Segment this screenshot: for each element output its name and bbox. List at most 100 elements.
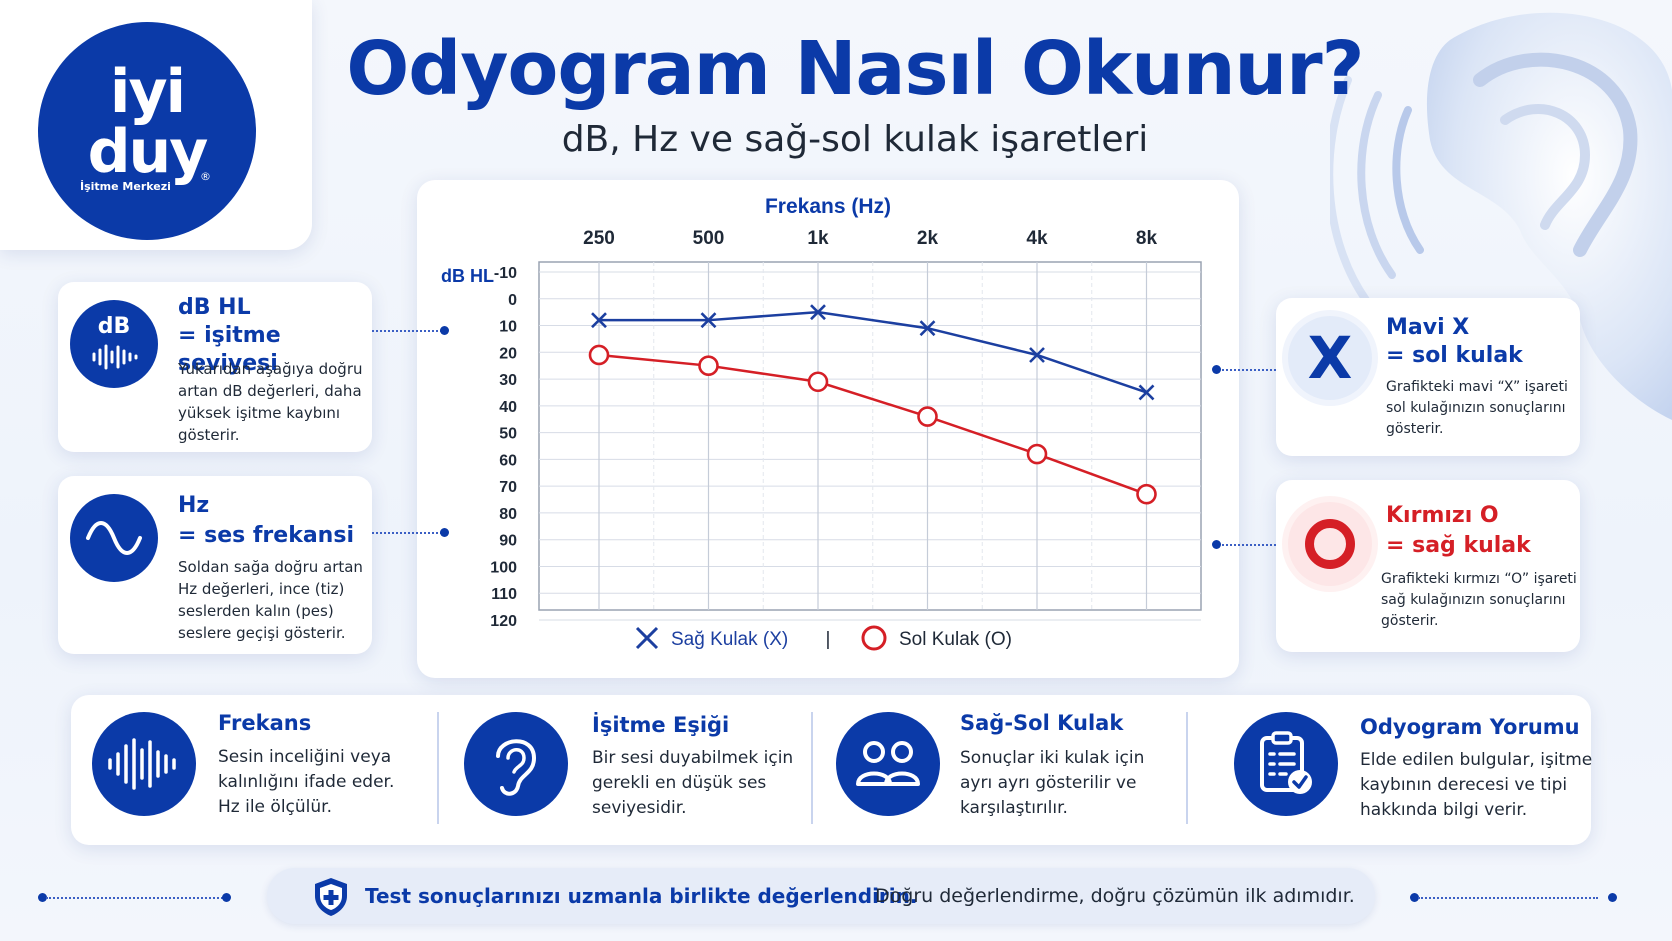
- info-body-line: Hz ile ölçülür.: [218, 797, 332, 817]
- card-subtitle: = sağ kulak: [1386, 533, 1531, 558]
- data-point-x: [700, 312, 717, 329]
- info-card-red-o: Kırmızı O = sağ kulak Grafikteki kırmızı…: [1276, 480, 1580, 652]
- y-tick-label: 90: [499, 533, 517, 550]
- info-body-line: Elde edilen bulgular, işitme: [1360, 750, 1593, 770]
- card-body-line: Hz değerleri, ince (tiz): [178, 580, 345, 598]
- sine-wave-icon: [70, 494, 158, 582]
- connector-line: [372, 330, 442, 332]
- y-tick-label: 50: [499, 426, 517, 443]
- info-body-line: seviyesidir.: [592, 798, 687, 818]
- y-tick-label: 30: [499, 372, 517, 389]
- series-line-1: [599, 310, 1147, 394]
- db-icon-label: dB: [97, 314, 131, 339]
- connector-dot: [1212, 365, 1221, 374]
- footer-banner: Test sonuçlarınızı uzmanla birlikte değe…: [267, 868, 1375, 924]
- data-point-o: [917, 406, 938, 427]
- data-point-x: [1029, 347, 1045, 363]
- x-tick-label: 4k: [1026, 228, 1048, 249]
- divider: [1186, 712, 1188, 824]
- y-tick-label: 70: [499, 479, 517, 496]
- connector-dot: [1212, 540, 1221, 549]
- y-tick-label: 110: [491, 586, 517, 603]
- info-body-line: kaybının derecesi ve tipi: [1360, 775, 1568, 795]
- card-title: dB HL: [178, 295, 251, 320]
- info-title: Odyogram Yorumu: [1360, 715, 1580, 739]
- card-body-line: Grafikteki mavi “X” işareti: [1386, 379, 1568, 395]
- audiogram-chart: -10 0 10 20 30 40 50 60 70 80 90 100 110 120 250 500 1k 2…: [441, 195, 1202, 651]
- divider: [811, 712, 813, 824]
- info-title: Frekans: [218, 711, 312, 735]
- legend-separator: |: [826, 629, 831, 650]
- x-icon-glyph: X: [1307, 324, 1353, 392]
- x-tick-label: 2k: [917, 228, 939, 249]
- info-body-line: karşılaştırılır.: [960, 798, 1068, 818]
- card-title: Hz: [178, 493, 210, 518]
- data-point-x: [591, 312, 607, 329]
- legend-label-left-ear: Sol Kulak (O): [899, 629, 1012, 650]
- x-axis-title: Frekans (Hz): [765, 195, 891, 218]
- clipboard-check-icon: [1234, 712, 1338, 816]
- card-body-line: yüksek işitme kaybını: [178, 404, 341, 422]
- card-title: Mavi X: [1386, 315, 1470, 340]
- y-tick-label: -10: [494, 265, 517, 282]
- y-tick-label: 40: [499, 399, 517, 416]
- y-tick-label: 120: [490, 613, 517, 630]
- page-subtitle: dB, Hz ve sağ-sol kulak işaretleri: [561, 119, 1149, 160]
- legend-o-marker: [861, 625, 887, 651]
- info-card-blue-x: X Mavi X = sol kulak Grafikteki mavi “X”…: [1276, 298, 1580, 456]
- logo-text-line2: duy: [87, 117, 209, 187]
- card-body-line: gösterir.: [178, 426, 240, 444]
- y-axis-title: dB HL: [441, 266, 494, 286]
- y-tick-label: 80: [499, 506, 517, 523]
- card-body-line: sol kulağınızın sonuçlarını: [1386, 400, 1566, 416]
- data-point-o: [588, 344, 610, 366]
- series-line-2: [598, 353, 1147, 496]
- card-body-line: artan dB değerleri, daha: [178, 382, 362, 400]
- registered-mark: ®: [200, 170, 211, 183]
- connector-line: [1218, 544, 1276, 546]
- info-strip: [71, 695, 1591, 845]
- x-tick-label: 250: [583, 228, 615, 249]
- legend-x-marker: [635, 626, 659, 650]
- soundwave-icon: [92, 712, 196, 816]
- info-card-db: dB dB HL = işitme seviyesi Yukarıdan aşa…: [58, 282, 372, 452]
- data-point-x: [810, 304, 826, 321]
- logo-card: iyi duy İşitme Merkezi ®: [0, 0, 312, 250]
- x-tick-label: 8k: [1136, 228, 1158, 249]
- info-body-line: Sonuçlar iki kulak için: [960, 748, 1145, 768]
- connector-dot: [38, 893, 47, 902]
- data-point-x: [919, 320, 936, 337]
- info-body-line: Bir sesi duyabilmek için: [592, 748, 794, 768]
- info-title: Sağ-Sol Kulak: [960, 711, 1124, 735]
- info-body-line: Sesin inceliğini veya: [218, 747, 392, 767]
- card-body-line: sağ kulağınızın sonuçlarını: [1381, 592, 1566, 608]
- card-subtitle: = ses frekansi: [178, 523, 354, 548]
- data-point-o: [1136, 483, 1157, 505]
- card-subtitle: = işitme seviyesi: [178, 323, 281, 376]
- plot-area: [538, 261, 1202, 611]
- x-marker-icon: X: [1288, 316, 1372, 400]
- divider: [437, 712, 439, 824]
- data-point-o: [1026, 443, 1048, 465]
- o-icon-ring: [1305, 519, 1355, 569]
- footer-text: Doğru değerlendirme, doğru çözümün ilk a…: [875, 885, 1355, 907]
- data-point-x: [1138, 384, 1155, 401]
- o-marker-icon: [1288, 502, 1372, 586]
- ear-illustration: [1330, 12, 1672, 420]
- card-subtitle: = sol kulak: [1386, 343, 1523, 368]
- info-body-line: kalınlığını ifade eder.: [218, 772, 395, 792]
- card-body-line: gösterir.: [1386, 421, 1444, 437]
- connector-line: [1418, 897, 1598, 899]
- connector-line: [1218, 369, 1276, 371]
- info-body-line: hakkında bilgi verir.: [1360, 800, 1528, 820]
- y-tick-label: 10: [499, 319, 517, 336]
- data-point-o: [807, 371, 829, 393]
- page-title: Odyogram Nasıl Okunur?: [346, 26, 1364, 112]
- card-body-line: Soldan sağa doğru artan: [178, 558, 363, 576]
- footer-bold-text: Test sonuçlarınızı uzmanla birlikte değe…: [365, 884, 918, 908]
- logo-subtext: İşitme Merkezi: [80, 180, 171, 193]
- connector-line: [46, 897, 226, 899]
- y-tick-label: 0: [508, 292, 517, 309]
- connector-dot: [1410, 893, 1419, 902]
- y-tick-label: 60: [499, 452, 517, 469]
